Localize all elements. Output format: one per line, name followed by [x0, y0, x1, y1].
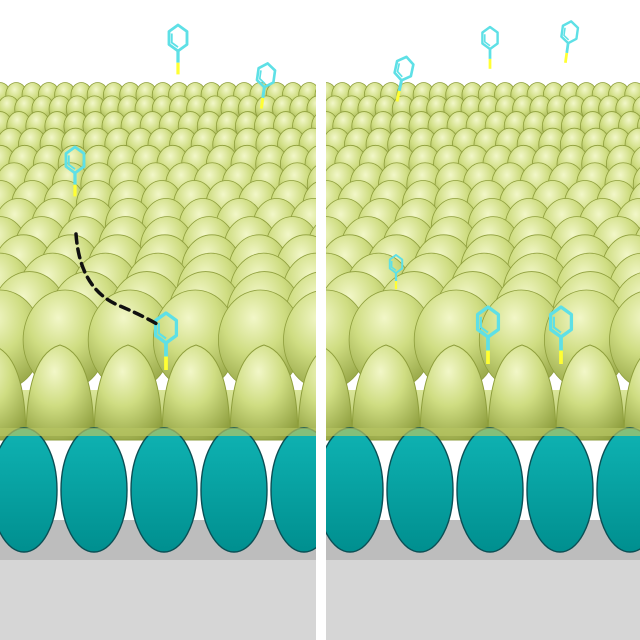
substrate	[326, 560, 640, 640]
shell-rim	[0, 428, 316, 436]
benzene-molecule	[481, 25, 499, 69]
molecule-stem	[261, 86, 266, 99]
shell-lobe	[351, 344, 421, 441]
ring-inner-bond	[563, 27, 570, 41]
core-row	[326, 427, 640, 553]
shell-lobe	[419, 344, 489, 441]
shell-lobe	[326, 348, 353, 441]
ring-inner-bond	[258, 70, 266, 85]
shell-lobe	[161, 344, 231, 441]
benzene-molecule	[393, 55, 415, 102]
ring-inner-bond	[552, 316, 562, 334]
ring-inner-bond	[390, 260, 397, 271]
benzene-ring	[393, 55, 415, 82]
shell-lobe	[93, 344, 163, 441]
benzene-ring	[388, 254, 404, 274]
shell-sphere	[609, 291, 640, 389]
core-particle	[200, 427, 268, 553]
core-particle	[386, 427, 454, 553]
shell-lobe	[0, 348, 27, 441]
shell-lobe	[25, 344, 95, 441]
panel-left	[0, 23, 316, 640]
shell-lobe	[297, 355, 316, 441]
linker-atom	[395, 90, 401, 102]
benzene-ring	[255, 62, 277, 89]
benzene-ring	[548, 305, 574, 339]
ring-inner-bond	[479, 316, 489, 334]
benzene-ring	[64, 145, 86, 175]
front-shell	[0, 344, 316, 441]
core-particle	[526, 427, 594, 553]
benzene-ring	[481, 25, 499, 51]
ring-inner-bond	[396, 63, 403, 78]
benzene-ring	[475, 305, 501, 339]
benzene-molecule	[548, 305, 574, 364]
core-particle	[326, 427, 384, 553]
shell-lobe	[487, 344, 557, 441]
benzene-molecule	[167, 23, 189, 75]
core-row	[0, 427, 316, 553]
linker-atom	[259, 97, 265, 109]
benzene-molecule	[153, 311, 179, 370]
shell-lobe	[623, 358, 640, 441]
benzene-ring	[167, 23, 189, 53]
benzene-molecule	[475, 305, 501, 364]
molecule-stem	[397, 80, 403, 92]
ring-inner-bond	[157, 322, 167, 340]
core-particle	[130, 427, 198, 553]
ring-inner-bond	[484, 34, 491, 47]
benzene-molecule	[255, 62, 277, 109]
linker-atom	[564, 52, 569, 63]
benzene-ring	[153, 311, 179, 345]
ring-inner-bond	[67, 155, 76, 170]
molecule-stem	[565, 42, 570, 54]
sphere-row	[0, 289, 316, 391]
shell-lobe	[555, 344, 625, 441]
benzene-molecule	[388, 254, 404, 290]
core-particle	[60, 427, 128, 553]
benzene-molecule	[560, 20, 580, 63]
shell-lobe	[229, 344, 299, 441]
substrate	[0, 560, 316, 640]
shell-sphere	[283, 290, 316, 390]
diffusion-path	[74, 232, 162, 328]
benzene-molecule	[64, 145, 86, 197]
panel-divider	[316, 0, 326, 640]
benzene-ring	[560, 20, 580, 45]
shell-rim	[326, 428, 640, 436]
core-particle	[456, 427, 524, 553]
ring-inner-bond	[170, 33, 179, 48]
panel-right	[326, 0, 640, 640]
